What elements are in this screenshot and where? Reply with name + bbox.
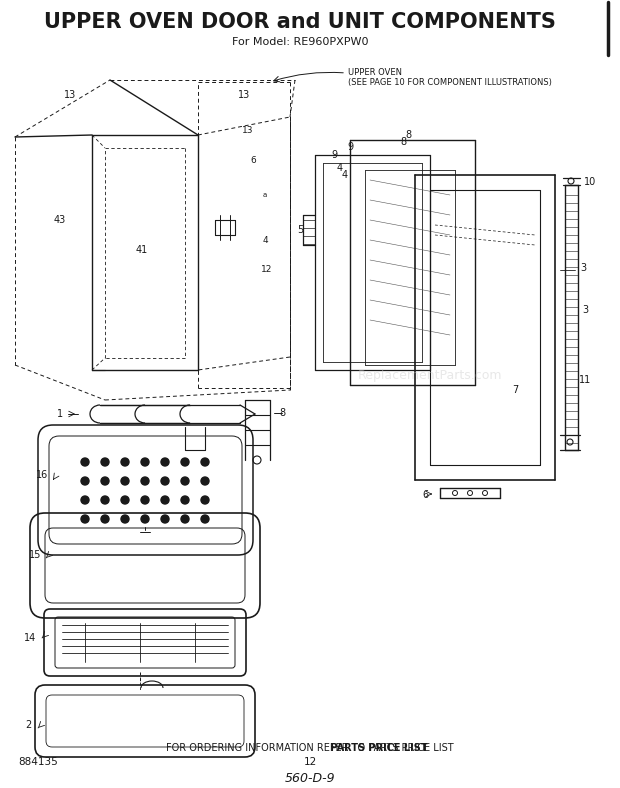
Text: 7: 7	[512, 385, 518, 395]
Circle shape	[121, 515, 129, 523]
Text: 8: 8	[405, 130, 411, 140]
Text: 12: 12	[303, 757, 317, 767]
Circle shape	[121, 496, 129, 504]
Text: 10: 10	[584, 177, 596, 187]
Circle shape	[181, 477, 189, 485]
Text: 6: 6	[422, 490, 428, 500]
Text: 13: 13	[64, 90, 76, 100]
Circle shape	[141, 496, 149, 504]
Text: 41: 41	[136, 245, 148, 255]
Text: 14: 14	[24, 633, 36, 643]
Circle shape	[101, 458, 109, 466]
Circle shape	[161, 496, 169, 504]
Text: For Model: RE960PXPW0: For Model: RE960PXPW0	[232, 37, 368, 47]
Circle shape	[201, 496, 209, 504]
Text: 8: 8	[279, 408, 285, 418]
Circle shape	[101, 515, 109, 523]
Text: 2: 2	[25, 720, 31, 730]
Text: 3: 3	[580, 263, 586, 273]
Text: 9: 9	[331, 150, 337, 160]
Text: 4: 4	[342, 170, 348, 180]
Text: 1: 1	[57, 409, 63, 419]
Text: a: a	[263, 192, 267, 198]
Text: FOR ORDERING INFORMATION REFER TO PARTS PRICE LIST: FOR ORDERING INFORMATION REFER TO PARTS …	[166, 743, 454, 753]
Circle shape	[81, 477, 89, 485]
Text: 9: 9	[347, 142, 353, 152]
Circle shape	[161, 515, 169, 523]
Text: 4: 4	[337, 163, 343, 173]
Circle shape	[181, 458, 189, 466]
Text: 13: 13	[242, 125, 254, 135]
Text: 8: 8	[400, 137, 406, 147]
Text: UPPER OVEN DOOR and UNIT COMPONENTS: UPPER OVEN DOOR and UNIT COMPONENTS	[44, 12, 556, 32]
Circle shape	[201, 477, 209, 485]
Circle shape	[81, 515, 89, 523]
Text: 13: 13	[238, 90, 250, 100]
Circle shape	[81, 458, 89, 466]
Circle shape	[161, 477, 169, 485]
Text: 12: 12	[261, 266, 273, 274]
Circle shape	[201, 515, 209, 523]
Circle shape	[181, 515, 189, 523]
Circle shape	[161, 458, 169, 466]
Text: 43: 43	[54, 215, 66, 225]
Text: 6: 6	[250, 155, 256, 165]
Text: 11: 11	[579, 375, 591, 385]
Text: 560-D-9: 560-D-9	[285, 771, 335, 785]
Circle shape	[121, 458, 129, 466]
Circle shape	[201, 458, 209, 466]
Circle shape	[141, 477, 149, 485]
Text: 15: 15	[29, 550, 41, 560]
Text: 884135: 884135	[18, 757, 58, 767]
Text: 4: 4	[262, 236, 268, 244]
Text: 5: 5	[297, 225, 303, 235]
Circle shape	[101, 477, 109, 485]
Circle shape	[101, 496, 109, 504]
Text: 3: 3	[582, 305, 588, 315]
Text: 16: 16	[36, 470, 48, 480]
Text: PARTS PRICE LIST: PARTS PRICE LIST	[192, 743, 428, 753]
Circle shape	[81, 496, 89, 504]
Circle shape	[181, 496, 189, 504]
Circle shape	[141, 458, 149, 466]
Text: ReplacementParts.com: ReplacementParts.com	[358, 369, 502, 381]
Circle shape	[121, 477, 129, 485]
Circle shape	[141, 515, 149, 523]
Text: UPPER OVEN
(SEE PAGE 10 FOR COMPONENT ILLUSTRATIONS): UPPER OVEN (SEE PAGE 10 FOR COMPONENT IL…	[348, 68, 552, 87]
